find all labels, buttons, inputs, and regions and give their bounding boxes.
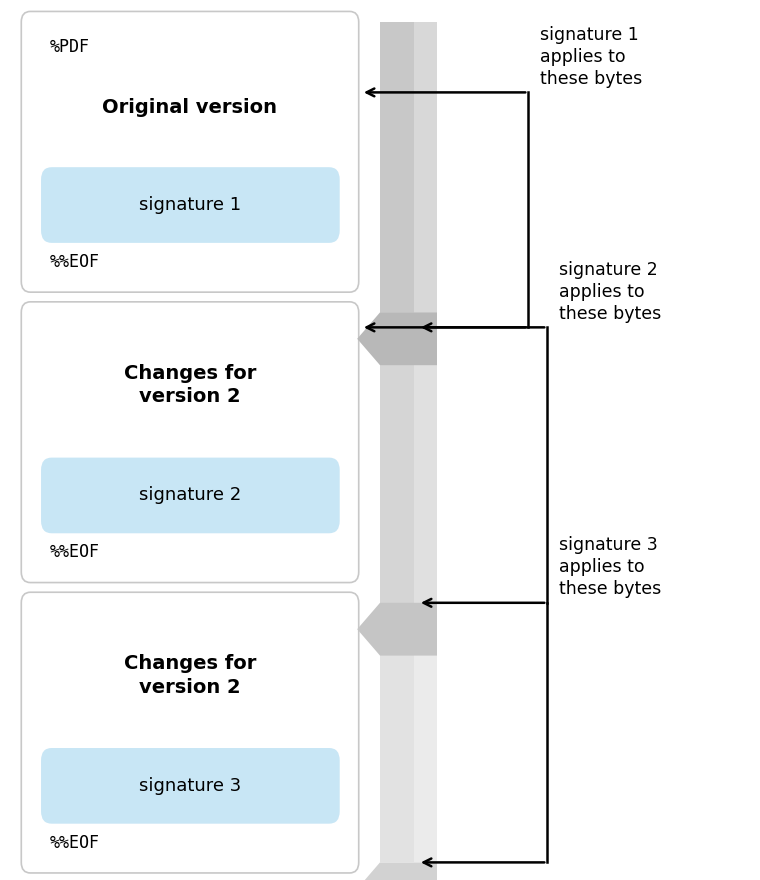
Bar [380, 22, 414, 312]
Text: signature 1
applies to
these bytes: signature 1 applies to these bytes [540, 26, 642, 88]
FancyBboxPatch shape [21, 11, 359, 292]
Text: %PDF: %PDF [49, 38, 90, 55]
Text: signature 3: signature 3 [139, 777, 242, 795]
Text: Original version: Original version [103, 99, 277, 117]
Bar [414, 603, 437, 862]
FancyBboxPatch shape [21, 302, 359, 583]
Text: signature 2: signature 2 [139, 487, 242, 504]
Text: signature 3
applies to
these bytes: signature 3 applies to these bytes [559, 536, 661, 598]
FancyBboxPatch shape [41, 167, 340, 243]
Text: %%EOF: %%EOF [49, 544, 100, 561]
Text: %%EOF: %%EOF [49, 253, 100, 271]
Bar [380, 312, 414, 603]
FancyBboxPatch shape [21, 592, 359, 873]
FancyBboxPatch shape [41, 458, 340, 533]
Bar [414, 22, 437, 312]
Bar [414, 312, 437, 603]
Polygon shape [357, 603, 437, 656]
FancyBboxPatch shape [41, 748, 340, 824]
Polygon shape [357, 862, 437, 880]
Polygon shape [357, 312, 437, 365]
Text: Changes for
version 2: Changes for version 2 [124, 654, 256, 697]
Bar [380, 603, 414, 862]
Text: signature 1: signature 1 [139, 196, 242, 214]
Text: Changes for
version 2: Changes for version 2 [124, 363, 256, 407]
Text: %%EOF: %%EOF [49, 834, 100, 852]
Text: signature 2
applies to
these bytes: signature 2 applies to these bytes [559, 260, 661, 323]
